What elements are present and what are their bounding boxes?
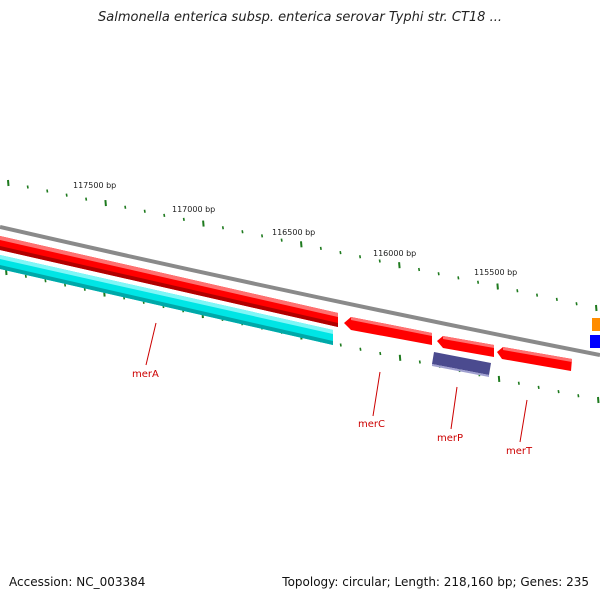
outer-tick	[536, 293, 539, 297]
merA-leader	[145, 322, 157, 366]
genome-backbone	[0, 225, 600, 357]
inner-tick	[24, 274, 27, 278]
merC-leader	[372, 371, 381, 417]
inner-tick	[64, 283, 67, 287]
inner-tick	[557, 389, 560, 394]
outer-tick	[496, 283, 499, 290]
map-title: Salmonella enterica subsp. enterica sero…	[98, 10, 502, 25]
inner-tick	[418, 360, 421, 364]
scale-label-116000: 116000 bp	[373, 249, 416, 258]
gene-label-merT[interactable]: merT	[506, 446, 533, 457]
feature-merC[interactable]	[344, 317, 432, 345]
outer-tick	[516, 289, 519, 293]
outer-tick	[300, 241, 303, 248]
inner-tick	[517, 381, 520, 385]
feature-red-3[interactable]	[437, 336, 494, 357]
inner-tick	[359, 347, 362, 351]
topology-summary: Topology: circular; Length: 218,160 bp; …	[282, 575, 589, 589]
feature-merA[interactable]	[0, 236, 338, 327]
outer-tick	[46, 189, 49, 193]
outer-tick	[280, 238, 283, 242]
outer-tick	[418, 267, 421, 272]
outer-tick	[65, 193, 68, 197]
outer-tick	[163, 213, 166, 218]
inner-tick	[379, 351, 382, 356]
feature-blue[interactable]	[590, 335, 600, 348]
gene-label-merA[interactable]: merA	[132, 369, 159, 380]
outer-tick	[7, 179, 10, 187]
feature-merP[interactable]	[432, 352, 491, 377]
merT-leader	[519, 399, 528, 443]
gene-label-merP[interactable]: merP	[437, 433, 463, 444]
inner-tick	[339, 343, 342, 347]
outer-tick	[595, 304, 598, 312]
outer-tick	[359, 255, 362, 259]
scale-label-117500: 117500 bp	[73, 181, 116, 190]
outer-tick	[182, 217, 185, 222]
outer-tick	[477, 280, 480, 284]
feature-cyan[interactable]	[0, 255, 333, 345]
outer-tick-ring	[7, 179, 598, 312]
outer-tick	[241, 230, 244, 234]
scale-label-116500: 116500 bp	[272, 228, 315, 237]
feature-merT[interactable]	[497, 347, 572, 371]
inner-tick	[597, 396, 600, 404]
gene-label-merC[interactable]: merC	[358, 419, 385, 430]
inner-tick	[398, 354, 402, 361]
outer-tick	[104, 200, 107, 207]
outer-tick	[143, 209, 146, 213]
scale-label-115500: 115500 bp	[474, 268, 517, 277]
outer-tick	[457, 276, 460, 280]
outer-tick	[555, 297, 558, 302]
inner-tick	[537, 385, 540, 390]
outer-tick	[575, 302, 578, 306]
outer-tick	[437, 272, 440, 276]
inner-tick	[44, 279, 47, 283]
outer-tick	[26, 185, 29, 189]
outer-tick	[202, 220, 205, 227]
feature-orange[interactable]	[592, 318, 600, 331]
outer-tick	[339, 250, 342, 255]
scale-label-117000: 117000 bp	[172, 205, 215, 214]
inner-tick	[577, 394, 580, 398]
outer-tick	[378, 259, 381, 263]
outer-tick	[124, 205, 127, 209]
outer-tick	[85, 197, 88, 201]
merP-leader	[450, 386, 458, 430]
outer-tick	[398, 262, 401, 269]
outer-tick	[261, 234, 264, 238]
outer-tick	[319, 246, 322, 251]
outer-tick	[221, 226, 224, 230]
inner-tick	[497, 375, 501, 382]
accession-text: Accession: NC_003384	[9, 575, 146, 589]
